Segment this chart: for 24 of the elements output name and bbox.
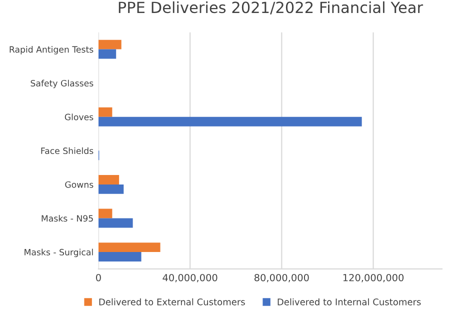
bar	[98, 218, 133, 228]
y-tick-label: Rapid Antigen Tests	[10, 46, 94, 54]
x-tick-label: 120,000,000	[343, 274, 404, 282]
y-tick-label: Masks - Surgical	[24, 248, 93, 258]
bar	[98, 107, 112, 117]
bar	[98, 40, 122, 50]
x-tick-label: 40,000,000	[162, 274, 218, 282]
legend-label: Delivered to Internal Customers	[278, 298, 421, 306]
y-tick-label: Safety Glasses	[30, 80, 94, 88]
y-tick-label: Gowns	[65, 181, 94, 188]
legend-label: Delivered to External Customers	[99, 298, 245, 306]
bar	[98, 116, 362, 126]
x-tick-label: 0	[96, 274, 101, 282]
bar	[98, 242, 160, 252]
chart-title: PPE Deliveries 2021/2022 Financial Year	[118, 1, 424, 14]
bar	[98, 49, 116, 59]
bar	[98, 252, 142, 262]
bar	[98, 184, 124, 194]
y-tick-label: Gloves	[64, 114, 94, 120]
bar	[98, 208, 112, 218]
y-tick-label: Face Shields	[41, 147, 94, 154]
bar	[98, 174, 120, 184]
y-tick-label: Masks - N95	[42, 214, 93, 222]
x-tick-label: 80,000,000	[254, 274, 309, 282]
